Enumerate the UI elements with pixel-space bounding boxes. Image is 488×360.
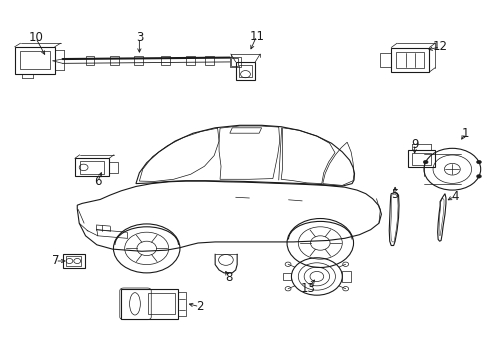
Text: 10: 10 [28, 31, 43, 44]
Bar [75, 158, 109, 176]
Bar [205, 56, 214, 65]
Text: 9: 9 [410, 138, 418, 150]
Bar [110, 56, 119, 65]
Text: 8: 8 [224, 271, 232, 284]
Bar [80, 161, 104, 174]
Text: 13: 13 [300, 282, 315, 294]
Bar [148, 293, 175, 314]
Bar [109, 162, 118, 173]
Bar [85, 56, 94, 65]
Text: 3: 3 [135, 31, 143, 44]
Bar [229, 57, 240, 67]
Bar [66, 256, 81, 266]
Circle shape [476, 160, 481, 164]
Text: 12: 12 [432, 40, 447, 53]
Bar [161, 56, 170, 65]
Bar [239, 65, 251, 77]
Bar [411, 153, 430, 165]
Bar [177, 292, 186, 316]
Bar [185, 56, 194, 65]
Text: 5: 5 [390, 188, 398, 201]
Text: 7: 7 [51, 255, 59, 267]
Bar [231, 58, 238, 66]
Bar [395, 52, 424, 68]
Bar [342, 271, 350, 282]
Text: 1: 1 [461, 127, 468, 140]
Bar [134, 56, 143, 65]
Text: 11: 11 [249, 30, 264, 42]
Bar [282, 273, 291, 280]
Bar [380, 53, 390, 67]
Bar [121, 289, 177, 319]
Text: 6: 6 [94, 175, 102, 188]
Bar [235, 62, 255, 80]
Text: 2: 2 [195, 300, 203, 313]
Bar [390, 48, 428, 72]
Circle shape [422, 160, 427, 164]
Bar [62, 254, 84, 268]
Text: 4: 4 [450, 190, 458, 203]
Circle shape [476, 175, 481, 178]
Bar [407, 150, 434, 167]
